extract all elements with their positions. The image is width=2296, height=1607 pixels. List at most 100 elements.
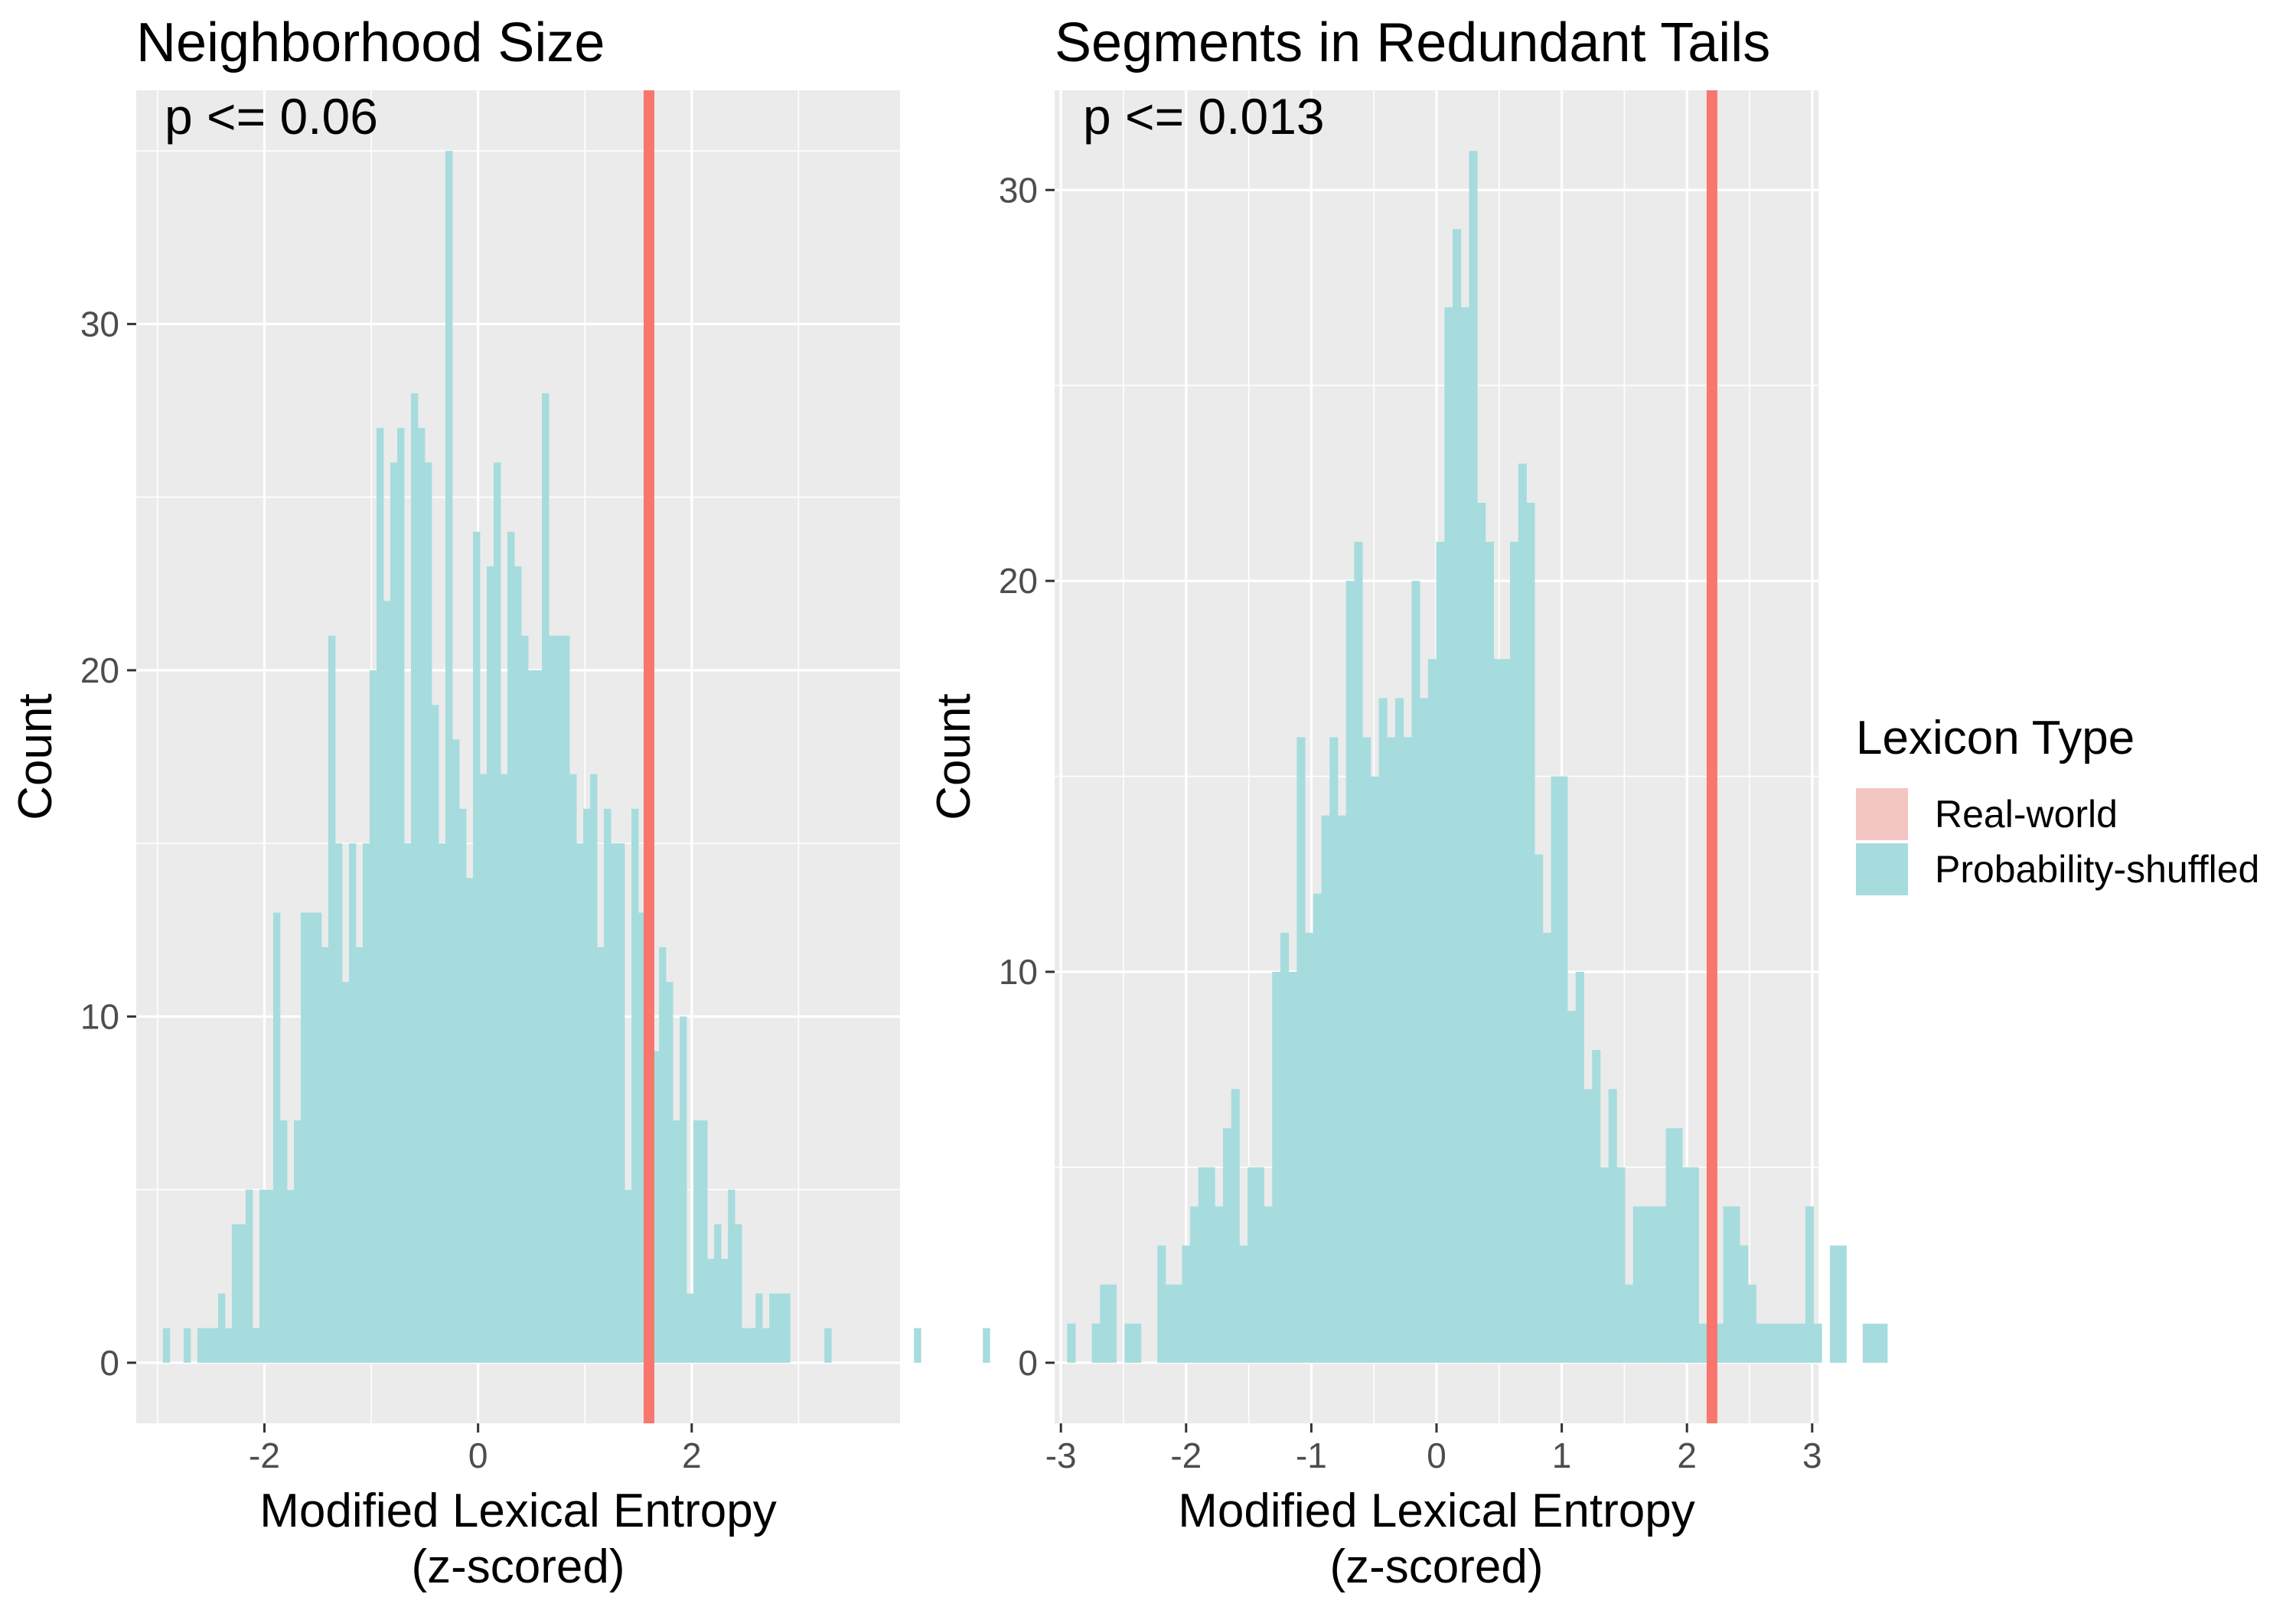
histogram-bar bbox=[1608, 1089, 1617, 1363]
histogram-bar bbox=[755, 1293, 763, 1363]
histogram-bar bbox=[1427, 659, 1437, 1363]
histogram-bar bbox=[1714, 1323, 1724, 1363]
x-tick-label: 3 bbox=[1802, 1436, 1822, 1475]
histogram-bar bbox=[762, 1328, 770, 1363]
histogram-bar bbox=[1592, 1050, 1601, 1363]
histogram-bar bbox=[1780, 1323, 1789, 1363]
histogram-bar bbox=[1674, 1128, 1683, 1363]
histogram-bar bbox=[286, 1189, 295, 1363]
histogram-bar bbox=[569, 774, 577, 1363]
histogram-bar bbox=[1157, 1245, 1166, 1363]
histogram-bar bbox=[618, 843, 625, 1363]
histogram-bar bbox=[224, 1328, 233, 1363]
histogram-bar bbox=[1460, 307, 1469, 1363]
x-tick-label: -3 bbox=[1045, 1436, 1077, 1475]
histogram-bar bbox=[1567, 1011, 1577, 1363]
histogram-bar bbox=[1453, 229, 1462, 1363]
histogram-bar bbox=[742, 1328, 749, 1363]
histogram-bar bbox=[693, 1120, 701, 1363]
histogram-bar bbox=[1198, 1167, 1207, 1363]
x-tick-label: -2 bbox=[1170, 1436, 1202, 1475]
histogram-bar bbox=[348, 843, 357, 1363]
y-tick-label: 30 bbox=[80, 304, 119, 344]
histogram-bar bbox=[611, 843, 618, 1363]
histogram-bar bbox=[1723, 1206, 1732, 1363]
histogram-bar bbox=[1485, 542, 1495, 1363]
histogram-bar bbox=[328, 635, 336, 1363]
histogram-bar bbox=[707, 1259, 715, 1363]
histogram-bar bbox=[914, 1328, 921, 1363]
x-axis-title-line-2: (z-scored) bbox=[411, 1540, 625, 1593]
x-axis-title-line-1: Modified Lexical Entropy bbox=[259, 1485, 776, 1537]
histogram-bar bbox=[293, 1120, 302, 1363]
x-tick-label: -1 bbox=[1296, 1436, 1327, 1475]
histogram-bar bbox=[1288, 971, 1297, 1363]
histogram-bar bbox=[1600, 1167, 1609, 1363]
histogram-bar bbox=[1740, 1245, 1749, 1363]
histogram-bar bbox=[238, 1224, 246, 1363]
legend-title: Lexicon Type bbox=[1856, 712, 2135, 764]
histogram-bar bbox=[1100, 1284, 1109, 1363]
histogram-bar bbox=[769, 1293, 777, 1363]
histogram-bar bbox=[162, 1328, 171, 1363]
histogram-bar bbox=[714, 1224, 722, 1363]
histogram-bars bbox=[162, 151, 990, 1363]
histogram-bar bbox=[197, 1328, 205, 1363]
histogram-bar bbox=[1805, 1206, 1814, 1363]
histogram-bar bbox=[1616, 1167, 1626, 1363]
histogram-bar bbox=[824, 1328, 832, 1363]
histogram-bar bbox=[307, 912, 315, 1363]
histogram-bar bbox=[1625, 1284, 1634, 1363]
histogram-bar bbox=[1395, 698, 1404, 1363]
histogram-bar bbox=[252, 1328, 260, 1363]
histogram-bar bbox=[1583, 1089, 1593, 1363]
histogram-bar bbox=[266, 1189, 274, 1363]
histogram-bar bbox=[1321, 815, 1330, 1363]
histogram-bar bbox=[321, 947, 329, 1363]
histogram-bar bbox=[1403, 737, 1412, 1363]
histogram-bar bbox=[1091, 1323, 1101, 1363]
histogram-bar bbox=[1444, 307, 1453, 1363]
y-tick-label: 10 bbox=[80, 996, 119, 1036]
panel-neighborhood-size: Neighborhood Size p <= 0.06 -2 0 20102030 … bbox=[9, 12, 990, 1593]
y-tick-label: 20 bbox=[999, 561, 1038, 601]
x-tick-label: 0 bbox=[1427, 1436, 1446, 1475]
histogram-bar bbox=[1239, 1245, 1248, 1363]
histogram-bar bbox=[411, 393, 419, 1363]
histogram-bar bbox=[1829, 1245, 1839, 1363]
histogram-bar bbox=[1370, 776, 1379, 1363]
y-axis-title: Count bbox=[9, 693, 62, 820]
histogram-bars bbox=[1067, 151, 1888, 1363]
histogram-bar bbox=[556, 635, 563, 1363]
histogram-bar bbox=[563, 635, 570, 1363]
legend: Lexicon Type Real-world Probability-shuf… bbox=[1856, 712, 2259, 895]
histogram-bar bbox=[1337, 815, 1347, 1363]
histogram-bar bbox=[1469, 151, 1478, 1363]
histogram-bar bbox=[1345, 581, 1355, 1363]
histogram-bar bbox=[501, 774, 508, 1363]
histogram-bar bbox=[1215, 1206, 1224, 1363]
histogram-bar bbox=[1296, 737, 1306, 1363]
histogram-bar bbox=[1518, 463, 1527, 1363]
histogram-bar bbox=[521, 635, 529, 1363]
legend-label-probability-shuffled: Probability-shuffled bbox=[1935, 848, 2259, 891]
y-tick-label: 10 bbox=[999, 952, 1038, 992]
histogram-bar bbox=[983, 1328, 990, 1363]
histogram-bar bbox=[776, 1293, 784, 1363]
histogram-bar bbox=[583, 808, 591, 1363]
histogram-bar bbox=[466, 878, 474, 1363]
legend-label-real-world: Real-world bbox=[1935, 793, 2118, 836]
histogram-bar bbox=[1813, 1323, 1822, 1363]
histogram-bar bbox=[1387, 737, 1396, 1363]
histogram-bar bbox=[1222, 1128, 1232, 1363]
histogram-bar bbox=[735, 1224, 742, 1363]
histogram-bar bbox=[1649, 1206, 1658, 1363]
legend-key-real-world bbox=[1856, 788, 1908, 840]
histogram-bar bbox=[748, 1328, 756, 1363]
histogram-bar bbox=[666, 982, 673, 1363]
histogram-bar bbox=[1067, 1323, 1076, 1363]
histogram-bar bbox=[1682, 1167, 1691, 1363]
histogram-bar bbox=[1502, 659, 1511, 1363]
histogram-bar bbox=[362, 843, 370, 1363]
histogram-bar bbox=[390, 462, 398, 1363]
